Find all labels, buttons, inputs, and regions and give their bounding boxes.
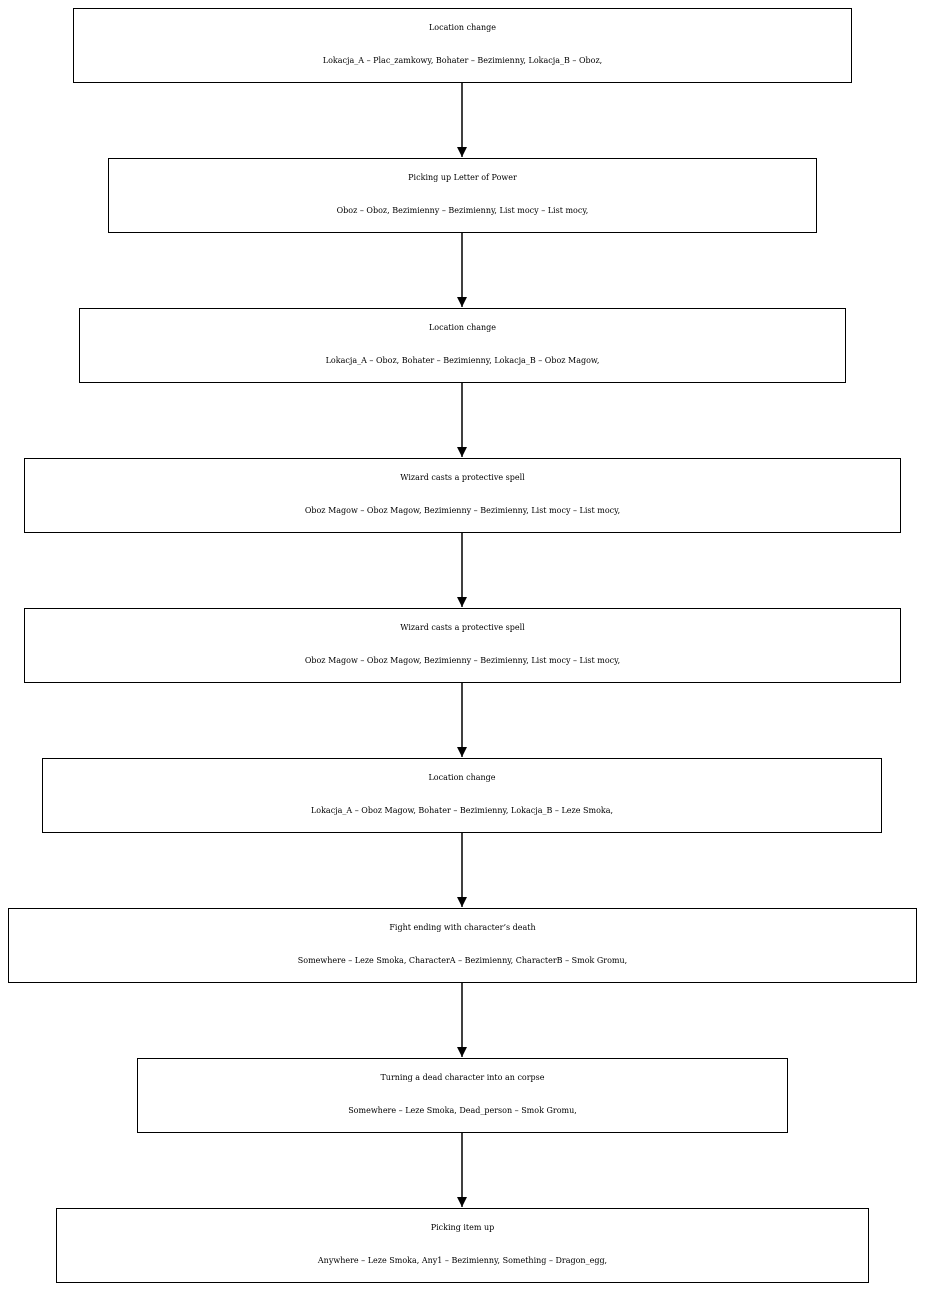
flow-node: Location change Lokacja_A – Oboz, Bohate… <box>79 308 846 383</box>
node-params: Oboz – Oboz, Bezimienny – Bezimienny, Li… <box>336 206 589 215</box>
node-params: Lokacja_A – Oboz Magow, Bohater – Bezimi… <box>310 806 614 815</box>
node-title: Location change <box>428 773 496 782</box>
node-params: Somewhere – Leze Smoka, Dead_person – Sm… <box>348 1106 577 1115</box>
node-title: Turning a dead character into an corpse <box>380 1073 545 1082</box>
node-params: Lokacja_A – Oboz, Bohater – Bezimienny, … <box>325 356 600 365</box>
flow-node: Location change Lokacja_A – Oboz Magow, … <box>42 758 882 833</box>
flow-node: Picking item up Anywhere – Leze Smoka, A… <box>56 1208 869 1283</box>
node-title: Picking item up <box>430 1223 495 1232</box>
flow-node: Fight ending with character’s death Some… <box>8 908 917 983</box>
flow-node: Location change Lokacja_A – Plac_zamkowy… <box>73 8 852 83</box>
flow-node: Wizard casts a protective spell Oboz Mag… <box>24 458 901 533</box>
node-params: Lokacja_A – Plac_zamkowy, Bohater – Bezi… <box>322 56 603 65</box>
node-title: Wizard casts a protective spell <box>400 623 525 632</box>
node-title: Wizard casts a protective spell <box>400 473 525 482</box>
node-params: Anywhere – Leze Smoka, Any1 – Bezimienny… <box>317 1256 608 1265</box>
node-title: Location change <box>428 323 497 332</box>
flow-node: Picking up Letter of Power Oboz – Oboz, … <box>108 158 817 233</box>
node-params: Oboz Magow – Oboz Magow, Bezimienny – Be… <box>304 656 621 665</box>
node-title: Location change <box>428 23 497 32</box>
flow-node: Wizard casts a protective spell Oboz Mag… <box>24 608 901 683</box>
node-title: Fight ending with character’s death <box>389 923 536 932</box>
node-title: Picking up Letter of Power <box>408 173 517 182</box>
flow-node: Turning a dead character into an corpse … <box>137 1058 788 1133</box>
node-params: Oboz Magow – Oboz Magow, Bezimienny – Be… <box>304 506 621 515</box>
node-params: Somewhere – Leze Smoka, CharacterA – Bez… <box>297 956 628 965</box>
